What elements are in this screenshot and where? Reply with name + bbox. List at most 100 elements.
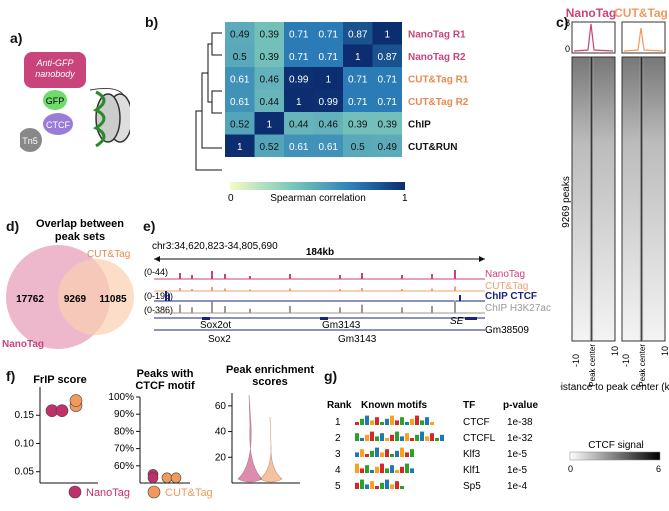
motif-point (147, 472, 159, 484)
col-cuttag: CUT&Tag (614, 6, 668, 20)
motif-logo-letter (380, 482, 384, 489)
heatmap-cell (254, 22, 284, 45)
motif-logo-letter (400, 417, 404, 425)
gene-sox2ot: Sox2ot (200, 320, 231, 331)
heatmap-value: 0.87 (348, 29, 368, 40)
x-left-2: -10 (621, 354, 631, 367)
heatmap-cell (313, 44, 343, 67)
heatmap-value: 0.46 (319, 119, 339, 130)
motif-tf: CTCF (463, 417, 490, 428)
track-range-3: (0-386) (144, 305, 173, 315)
frip-point (55, 404, 69, 418)
header-rank: Rank (327, 400, 352, 411)
heatmap-cell (284, 67, 314, 90)
heatmap-cell (254, 134, 284, 157)
motif-pvalue: 1e-38 (507, 417, 533, 428)
motif-logo-letter (385, 468, 389, 473)
motif-tick-label: 90% (114, 409, 134, 420)
heatmap-value: 0.99 (319, 97, 339, 108)
motif-logo-letter (410, 468, 414, 473)
frip-tick-label: 0.05 (15, 467, 35, 478)
frip-point (69, 394, 83, 407)
venn-right-name: CUT&Tag (87, 249, 130, 260)
motif-tf: Klf3 (463, 449, 481, 460)
heatmap-value: 0.49 (378, 142, 398, 153)
heatmap-value: 0.44 (260, 97, 280, 108)
motif-rank: 2 (335, 433, 341, 444)
motif-logo-letter (390, 454, 394, 457)
heatmap-cell (254, 112, 284, 135)
heatmap-value: 1 (237, 142, 243, 153)
violin-nanotag (237, 394, 263, 483)
motif-pvalue: 1e-5 (507, 449, 527, 460)
motif-logo-letter (365, 465, 369, 473)
motif-logo-letter (380, 433, 384, 441)
heatmap-value: 1 (325, 74, 331, 85)
motif-logo-letter (380, 452, 384, 457)
track-signal (179, 286, 456, 291)
heatmap-value: 0.61 (230, 97, 250, 108)
frip-tick-label: 0.15 (15, 410, 35, 421)
motif-logo-letter (375, 486, 379, 489)
heatmap-value: 1 (355, 52, 361, 63)
motif-points (147, 469, 182, 484)
heatmap-cell (343, 22, 373, 45)
heatmap-cell (343, 44, 373, 67)
enrich-ticks: 60 40 20 (215, 401, 232, 463)
motif-logo-letter (365, 454, 369, 457)
heatmap-row-label: ChIP (408, 119, 431, 130)
motif-logo-letter (370, 470, 374, 473)
motif-logo-letter (425, 436, 429, 441)
heatmap-cell (284, 44, 314, 67)
heatmap-cell (372, 67, 402, 90)
heatmap-value: 0.5 (351, 142, 365, 153)
heatmap-cell (313, 67, 343, 90)
heatmap-row-label: NanoTag R2 (408, 52, 466, 63)
track-signal (179, 300, 456, 313)
heatmap-value: 0.39 (260, 52, 280, 63)
heatmap-cell (284, 22, 314, 45)
cuttag-profile (623, 27, 664, 52)
colorbar-c-min: 0 (568, 464, 573, 474)
enrich-tick-label: 20 (215, 452, 227, 463)
panel-f-label: f) (6, 368, 16, 384)
panel-c-label: c) (556, 14, 569, 30)
motif-logo-letter (360, 418, 364, 425)
heatmap-value: 0.39 (378, 119, 398, 130)
motif-table: Rank Known motifs TF p-value 1 CTCF 1e-38 2… (327, 400, 538, 492)
heatmap-row-label: CUT&Tag R2 (408, 97, 469, 108)
motif-logo-letter (385, 449, 389, 457)
heatmap-value: 0.52 (260, 142, 280, 153)
header-tf: TF (463, 400, 475, 411)
motif-logo-letter (430, 433, 434, 441)
heatmap-row-label: CUT&RUN (408, 142, 457, 153)
heatmap-cell (284, 134, 314, 157)
col-nanotag: NanoTag (566, 6, 616, 20)
heatmap-cell (225, 89, 255, 112)
nanotag-schematic: Anti-GFP nanobody GFP CTCF Tn5 (20, 52, 130, 152)
motif-rows: 1 CTCF 1e-38 2 CTCFL 1e-32 3 Klf3 1e-5 4 Klf1 1e-5 5… (335, 415, 533, 492)
venn-right-count: 11085 (99, 294, 127, 305)
motif-tf: CTCFL (463, 433, 496, 444)
heatmap-value: 0.61 (319, 142, 339, 153)
heatmap-value: 0.52 (230, 119, 250, 130)
heatmap-value: 0.49 (230, 29, 250, 40)
heatmap-cell (372, 89, 402, 112)
motif-logo-letter (360, 438, 364, 441)
motif-point (170, 472, 182, 484)
motif-logo-letter (360, 479, 364, 489)
heatmap-cell (313, 22, 343, 45)
motif-logo-letter (390, 434, 394, 441)
motif-logo-letter (390, 484, 394, 489)
motif-logo-letter (355, 433, 359, 441)
motif-logo-letter (375, 417, 379, 425)
heatmap-cell (372, 112, 402, 135)
motif-logo-letter (375, 466, 379, 473)
gene-gm38509: Gm38509 (485, 325, 529, 336)
motif-logo-letter (420, 431, 424, 441)
motif-logo-letter (400, 466, 404, 473)
motif-title-1: Peaks with (137, 368, 194, 380)
colorbar-min: 0 (228, 193, 234, 204)
frip-ticks: 0.15 0.10 0.05 (15, 410, 40, 478)
